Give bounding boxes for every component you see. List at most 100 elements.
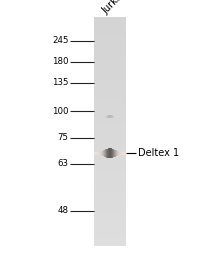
Bar <box>94 124 126 127</box>
Bar <box>107 115 108 118</box>
Bar <box>105 150 106 157</box>
Bar <box>97 152 98 155</box>
Bar <box>94 67 126 70</box>
Text: 135: 135 <box>52 78 69 87</box>
Bar <box>94 225 126 228</box>
Bar <box>102 151 103 156</box>
Bar <box>124 152 125 155</box>
Bar <box>110 115 111 118</box>
Bar <box>99 151 100 155</box>
Bar <box>94 152 126 155</box>
Bar <box>103 151 104 156</box>
Bar <box>98 152 99 155</box>
Bar <box>94 63 126 65</box>
Bar <box>105 150 106 157</box>
Bar <box>94 83 126 86</box>
Bar <box>111 115 112 118</box>
Bar <box>94 237 126 239</box>
Bar <box>94 163 126 166</box>
Bar <box>94 228 126 230</box>
Bar <box>106 116 107 118</box>
Bar <box>116 151 117 156</box>
Bar <box>94 219 126 221</box>
Bar <box>124 152 125 155</box>
Bar <box>94 168 126 171</box>
Bar <box>94 173 126 175</box>
Bar <box>106 149 107 157</box>
Bar <box>105 116 106 117</box>
Bar <box>121 152 122 155</box>
Bar <box>118 116 119 117</box>
Bar <box>125 152 126 155</box>
Bar <box>117 151 118 156</box>
Bar <box>94 127 126 129</box>
Bar <box>94 53 126 56</box>
Bar <box>94 205 126 207</box>
Bar <box>94 129 126 132</box>
Bar <box>94 79 126 81</box>
Bar <box>103 116 104 117</box>
Bar <box>117 116 118 117</box>
Bar <box>125 152 126 155</box>
Bar <box>101 151 102 155</box>
Bar <box>94 17 126 19</box>
Bar <box>94 184 126 187</box>
Bar <box>101 151 102 155</box>
Bar <box>103 116 104 117</box>
Bar <box>114 150 115 157</box>
Bar <box>94 115 126 118</box>
Bar <box>94 136 126 139</box>
Bar <box>94 74 126 77</box>
Bar <box>94 148 126 150</box>
Bar <box>112 149 113 158</box>
Bar <box>94 99 126 102</box>
Bar <box>103 151 104 156</box>
Bar <box>107 149 108 158</box>
Bar <box>94 113 126 116</box>
Bar <box>111 148 112 158</box>
Bar <box>116 151 117 156</box>
Bar <box>96 152 97 155</box>
Bar <box>94 182 126 184</box>
Bar <box>94 143 126 145</box>
Bar <box>94 152 95 155</box>
Bar <box>108 148 109 158</box>
Bar <box>112 149 113 158</box>
Text: 180: 180 <box>52 57 69 66</box>
Bar <box>94 161 126 164</box>
Bar <box>106 149 107 157</box>
Bar <box>111 148 112 158</box>
Bar <box>94 24 126 26</box>
Bar <box>94 49 126 51</box>
Bar <box>94 195 126 198</box>
Bar <box>94 44 126 47</box>
Bar <box>123 152 124 155</box>
Bar <box>101 116 102 117</box>
Text: 100: 100 <box>52 107 69 116</box>
Bar <box>122 152 123 155</box>
Bar <box>94 81 126 84</box>
Bar <box>94 47 126 49</box>
Bar <box>113 116 114 118</box>
Bar <box>114 116 115 117</box>
Bar <box>108 148 109 158</box>
Bar <box>94 19 126 22</box>
Bar <box>94 102 126 104</box>
Bar <box>94 90 126 93</box>
Bar <box>94 150 126 152</box>
Bar <box>94 97 126 100</box>
Bar <box>111 115 112 118</box>
Bar <box>102 116 103 117</box>
Bar <box>94 108 126 111</box>
Bar <box>94 175 126 178</box>
Bar <box>115 150 116 156</box>
Bar <box>117 116 118 117</box>
Bar <box>111 115 112 118</box>
Bar <box>113 116 114 118</box>
Bar <box>94 42 126 45</box>
Bar <box>94 170 126 173</box>
Bar <box>122 152 123 155</box>
Bar <box>112 115 113 118</box>
Bar <box>109 148 110 159</box>
Bar <box>98 152 99 155</box>
